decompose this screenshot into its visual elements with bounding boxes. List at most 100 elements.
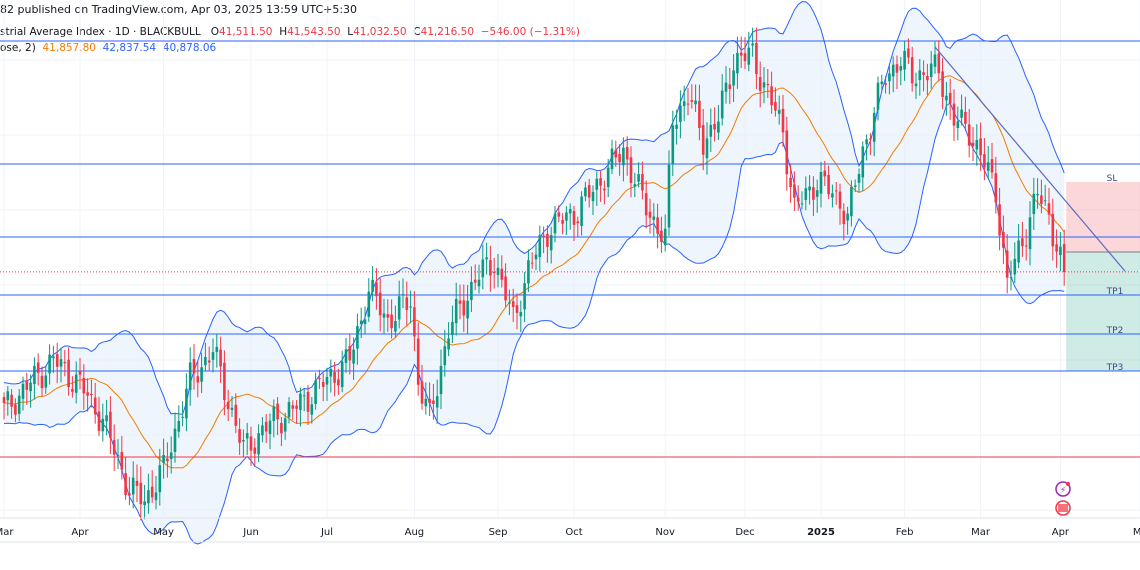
flash-icon[interactable]: ⚡ (1055, 481, 1071, 497)
candle (971, 142, 975, 146)
candle (207, 360, 211, 363)
time-tick-label: Aug (405, 527, 425, 538)
candle (922, 72, 925, 75)
candle (561, 219, 564, 224)
candle (519, 312, 523, 317)
candle (310, 404, 314, 415)
candle (420, 381, 424, 404)
candle (838, 191, 842, 209)
candle (439, 365, 443, 395)
time-tick-label: May (153, 527, 174, 538)
candle (67, 359, 70, 387)
candle (918, 70, 922, 81)
candle (515, 305, 519, 313)
candle (181, 416, 184, 418)
candle (14, 404, 17, 415)
us-flag-event-icon[interactable] (1055, 500, 1071, 516)
candle (371, 279, 374, 292)
candle (705, 138, 709, 159)
candle (823, 170, 827, 177)
candle (405, 297, 409, 311)
candle (40, 375, 44, 389)
candle (895, 64, 899, 73)
candle (1055, 244, 1058, 252)
candle (48, 354, 51, 374)
candle (432, 400, 435, 404)
candle (762, 82, 766, 88)
time-tick-label: Apr (71, 527, 89, 538)
candle (663, 228, 667, 246)
candle (576, 221, 580, 224)
candle (63, 361, 67, 364)
publisher-line: 82 published on TradingView.com, Apr 03,… (0, 3, 357, 16)
candle (36, 362, 40, 373)
candle (344, 349, 348, 363)
candle (55, 354, 59, 367)
candle (356, 326, 359, 349)
candle (504, 276, 507, 301)
candle (78, 371, 82, 375)
candle (477, 279, 481, 287)
candle (736, 52, 739, 74)
candle (489, 260, 492, 276)
candle (880, 81, 884, 85)
candle (907, 48, 910, 58)
candle (337, 379, 340, 386)
candle (1009, 276, 1013, 278)
candle (682, 101, 686, 107)
candle (827, 174, 830, 195)
candle (633, 184, 637, 187)
candle (257, 433, 260, 455)
candle (568, 209, 572, 214)
candle (804, 188, 808, 200)
candle (29, 382, 32, 392)
candle (473, 279, 477, 283)
candle (386, 314, 390, 318)
candle (428, 398, 431, 404)
candle (610, 148, 614, 170)
candle (188, 362, 192, 391)
candle (831, 193, 834, 198)
candle (1043, 200, 1047, 202)
candle (774, 101, 777, 111)
candle (333, 371, 336, 383)
candle (587, 184, 591, 198)
trendline[interactable] (934, 46, 1126, 272)
candle (960, 109, 963, 118)
indicator-name[interactable]: ose, 2) (0, 42, 36, 54)
candle (553, 213, 557, 234)
candle (276, 403, 279, 420)
candle (447, 338, 450, 350)
level-label-tp2: TP2 (1106, 326, 1124, 336)
candle (321, 381, 325, 387)
candle (508, 302, 511, 304)
candle (850, 186, 853, 217)
candle (1051, 213, 1055, 247)
low-label: L (347, 26, 354, 38)
symbol-name[interactable]: strial Average Index · 1D · BLACKBULL (0, 26, 201, 38)
candle (264, 421, 268, 432)
candle (74, 374, 78, 393)
candle (367, 291, 371, 317)
candle (648, 211, 652, 218)
candle (929, 63, 933, 78)
candle (116, 454, 120, 456)
candle (363, 319, 367, 325)
candle (1062, 244, 1066, 272)
candle (112, 440, 116, 455)
candle (872, 112, 876, 142)
candle (2, 397, 6, 403)
candle (983, 154, 986, 168)
candle (637, 174, 640, 182)
candle (93, 397, 97, 415)
candle (622, 147, 625, 166)
candle (413, 307, 416, 337)
candle (986, 162, 990, 171)
time-tick-label: Jul (320, 527, 333, 538)
candle (964, 111, 967, 124)
candle (846, 213, 849, 221)
candle (975, 140, 979, 150)
candle (732, 70, 735, 86)
time-tick-label: Mar (0, 527, 14, 538)
